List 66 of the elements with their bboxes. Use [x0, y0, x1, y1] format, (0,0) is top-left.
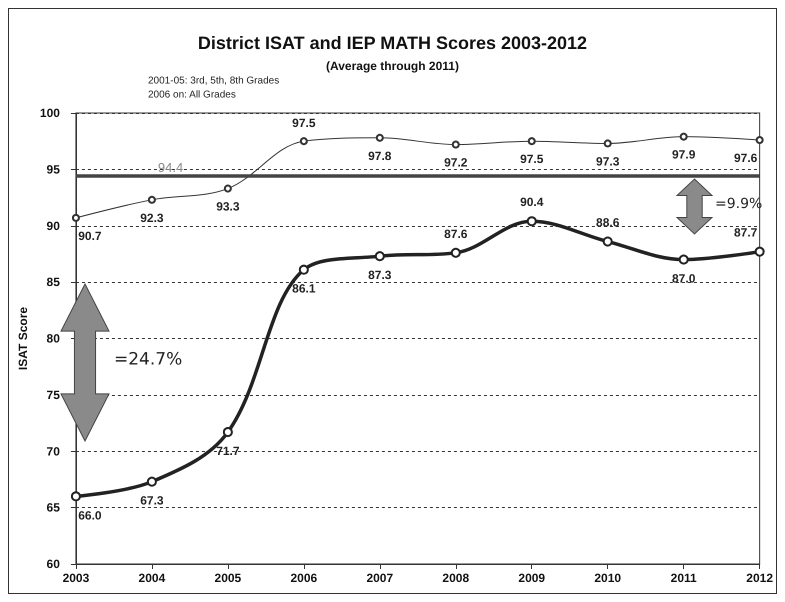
data-label: 97.6: [734, 151, 758, 166]
data-label: 92.3: [140, 210, 164, 225]
point: [70, 491, 81, 502]
x-tick-label: 2004: [138, 571, 166, 585]
data-label: 67.3: [140, 494, 164, 508]
y-tick-label: 85: [46, 275, 60, 290]
y-tick-label: 60: [46, 557, 60, 571]
data-label: 71.7: [216, 444, 240, 458]
point: [376, 134, 384, 142]
data-label: 66.0: [78, 508, 102, 522]
y-tick-label: 80: [46, 332, 60, 346]
x-tick-label: 2008: [442, 571, 470, 585]
data-label: 93.3: [216, 200, 240, 214]
data-label: 97.5: [292, 116, 316, 130]
x-tick-label: 2012: [746, 571, 774, 585]
point: [224, 184, 232, 193]
point: [450, 248, 461, 258]
data-label: 97.2: [444, 156, 468, 170]
data-label: 87.7: [734, 226, 758, 240]
point: [146, 476, 157, 487]
y-tick-label: 65: [46, 500, 60, 515]
y-tick-label: 70: [46, 444, 60, 458]
y-tick-label: 100: [40, 106, 60, 120]
text: 2006 on: All Grades: [148, 90, 236, 100]
point: [756, 136, 764, 144]
y-tick-label: 75: [46, 388, 60, 402]
x-tick-label: 2006: [290, 571, 318, 585]
data-label: 86.1: [292, 282, 316, 296]
point: [526, 216, 537, 226]
point: [602, 236, 613, 247]
point: [754, 246, 765, 257]
y-tick-label: 95: [46, 162, 60, 176]
y-tick-label: 90: [46, 218, 60, 233]
x-tick-label: 2005: [214, 571, 242, 585]
data-label: 90.4: [520, 195, 544, 210]
annotation: =24.7%: [114, 350, 182, 370]
data-label: 90.7: [78, 228, 102, 243]
point: [680, 132, 688, 141]
point: [678, 254, 689, 265]
data-label: 97.8: [368, 148, 392, 163]
data-label: 88.6: [596, 216, 620, 230]
data-label: 87.6: [444, 226, 468, 241]
data-label: 97.5: [520, 152, 544, 166]
chart-subtitle: (Average through 2011): [326, 59, 459, 73]
x-tick-label: 2009: [518, 571, 546, 585]
point: [148, 196, 156, 204]
x-tick-label: 2011: [670, 571, 698, 585]
chart-title: District ISAT and IEP MATH Scores 2003-2012: [198, 33, 588, 53]
x-tick-label: 2007: [366, 571, 394, 585]
x-tick-label: 2010: [594, 571, 622, 585]
text: 2001-05: 3rd, 5th, 8th Grades: [148, 76, 280, 86]
data-label: 97.3: [596, 154, 620, 168]
data-label: 97.9: [672, 148, 696, 162]
point: [72, 214, 80, 222]
point: [222, 427, 233, 438]
data-label: 87.3: [368, 268, 392, 282]
point: [300, 137, 308, 146]
point: [604, 139, 612, 148]
point: [528, 137, 536, 146]
ref-line-label: 94.4: [158, 160, 184, 176]
y-axis-title: ISAT Score: [16, 306, 30, 370]
point: [298, 264, 309, 275]
point: [374, 251, 385, 262]
point: [452, 140, 460, 149]
x-tick-label: 2003: [62, 571, 90, 585]
data-label: 87.0: [672, 272, 696, 286]
